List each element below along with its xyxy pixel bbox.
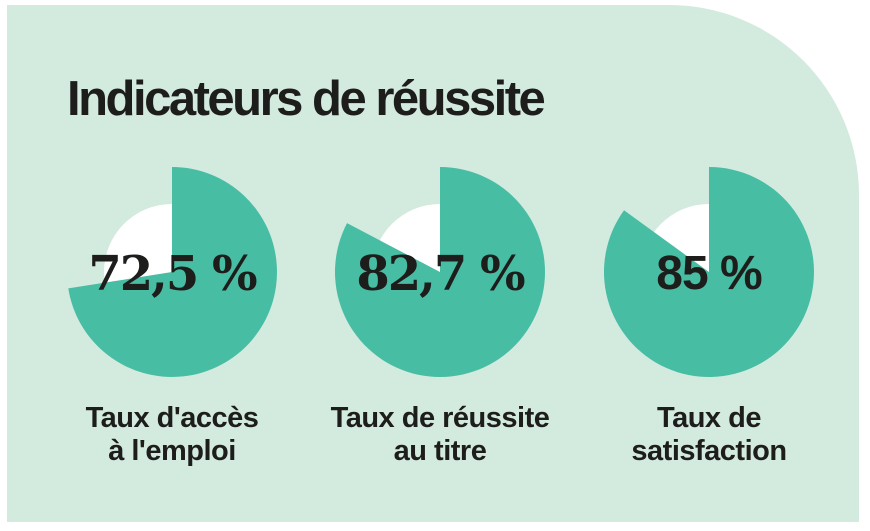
pie-label: Taux de réussite au titre xyxy=(300,402,580,468)
pie-value: 85 % xyxy=(656,247,762,300)
pie-label: Taux de satisfaction xyxy=(569,402,849,468)
page-title: Indicateurs de réussite xyxy=(67,72,546,126)
pie-chart-svg xyxy=(334,167,545,377)
pie-label-line2: satisfaction xyxy=(631,435,787,467)
pie-chart-canvas xyxy=(62,162,282,382)
pie-chart-taux-reussite-titre: 82,7 % Taux de réussite au titre xyxy=(300,162,580,467)
pie-chart-taux-acces-emploi: 72,5 % Taux d'accès à l'emploi xyxy=(32,162,312,467)
pie-chart-canvas xyxy=(330,162,550,382)
pie-label-line1: Taux de réussite xyxy=(330,402,550,434)
pie-chart-svg xyxy=(603,167,814,377)
pie-label-line2: au titre xyxy=(393,435,487,467)
rounded-green-panel: Indicateurs de réussite 72,5 % Taux d'ac… xyxy=(7,5,859,522)
pie-label-line1: Taux d'accès xyxy=(85,402,259,434)
pie-chart-taux-satisfaction: 85 % Taux de satisfaction xyxy=(569,162,849,467)
pie-value: 82,7 % xyxy=(356,246,525,302)
pie-label-line2: à l'emploi xyxy=(108,435,236,467)
pie-label: Taux d'accès à l'emploi xyxy=(32,402,312,468)
pie-label-line1: Taux de xyxy=(657,402,761,434)
pie-value: 72,5 % xyxy=(88,246,257,302)
pie-chart-svg xyxy=(68,167,277,377)
pie-chart-canvas xyxy=(599,162,819,382)
